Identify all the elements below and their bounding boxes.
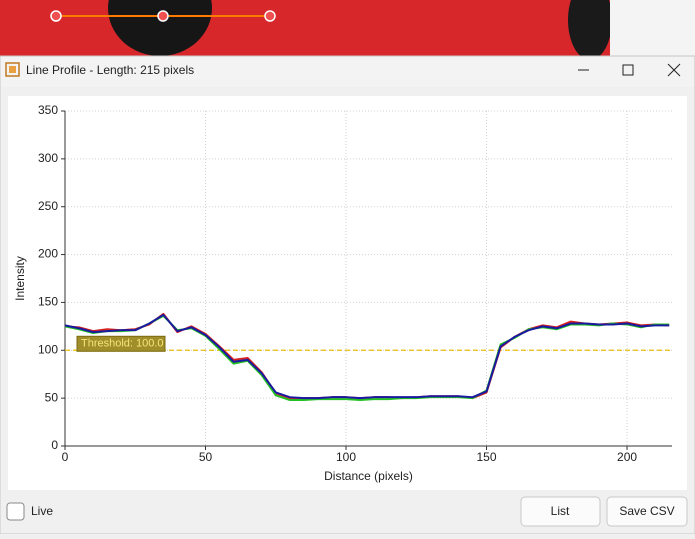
live-checkbox[interactable] bbox=[6, 502, 25, 521]
x-axis-label: Distance (pixels) bbox=[324, 469, 413, 483]
x-tick-label: 50 bbox=[199, 450, 213, 464]
y-tick-label: 0 bbox=[51, 438, 58, 452]
side-panel bbox=[610, 0, 695, 56]
handle[interactable] bbox=[157, 10, 169, 22]
save-button[interactable] bbox=[606, 496, 688, 527]
y-tick-label: 250 bbox=[38, 199, 58, 213]
window-title: Line Profile - Length: 215 pixels bbox=[26, 63, 194, 77]
window-icon bbox=[9, 66, 16, 73]
series-line bbox=[64, 313, 670, 400]
image-blob bbox=[108, 0, 212, 56]
list-button[interactable] bbox=[520, 496, 601, 527]
plot: 0 50 100 150 200 250 300 350 0 50 100 150 200 Distanc… bbox=[13, 103, 672, 483]
x-tick-label: 0 bbox=[62, 450, 69, 464]
x-tick-label: 100 bbox=[336, 450, 356, 464]
image-blob bbox=[568, 0, 612, 60]
image-strip bbox=[0, 0, 610, 56]
handle[interactable] bbox=[50, 10, 62, 22]
y-tick-label: 200 bbox=[38, 247, 58, 261]
x-tick-label: 200 bbox=[617, 450, 637, 464]
y-tick-label: 350 bbox=[38, 103, 58, 117]
live-label: Live bbox=[31, 504, 53, 518]
handle[interactable] bbox=[264, 10, 276, 22]
y-tick-label: 300 bbox=[38, 151, 58, 165]
y-tick-label: 50 bbox=[45, 390, 59, 404]
threshold-label-box bbox=[76, 335, 166, 352]
y-tick-label: 100 bbox=[38, 342, 58, 356]
maximize[interactable] bbox=[622, 64, 634, 76]
y-tick-label: 150 bbox=[38, 295, 58, 309]
save-button-label: Save CSV bbox=[619, 504, 674, 518]
list-button-label: List bbox=[551, 504, 570, 518]
x-tick-label: 150 bbox=[477, 450, 497, 464]
title-bar bbox=[1, 57, 694, 87]
threshold-label: Threshold: 100.0 bbox=[81, 338, 164, 350]
window-icon bbox=[5, 62, 20, 77]
plot-panel bbox=[8, 96, 687, 490]
close[interactable] bbox=[667, 63, 681, 77]
y-axis-label: Intensity bbox=[13, 256, 27, 301]
